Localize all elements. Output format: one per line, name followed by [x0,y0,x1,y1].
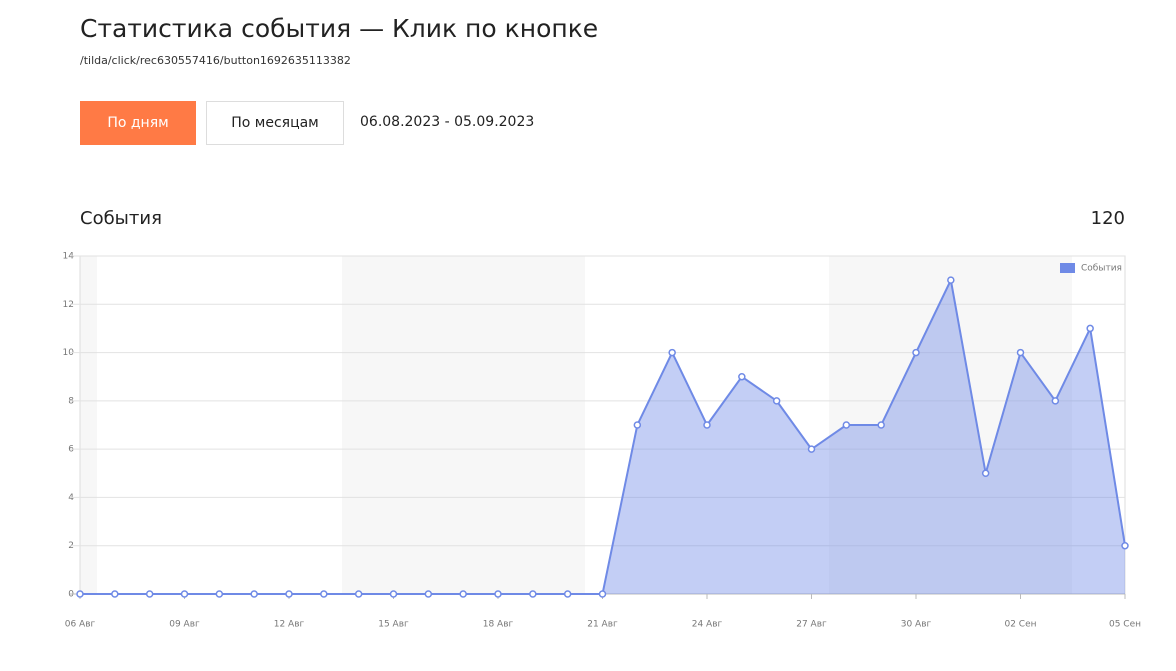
data-point [285,590,293,598]
y-tick-label: 10 [63,348,75,358]
x-tick-label: 02 Сен [1004,620,1036,630]
date-range[interactable]: 06.08.2023 - 05.09.2023 [360,114,535,130]
data-point [842,421,851,429]
data-point [1086,324,1094,333]
x-tick-label: 21 Авг [587,620,618,630]
data-point [424,590,433,598]
data-point [250,590,258,598]
x-tick-label: 12 Авг [274,620,305,630]
data-point [354,590,363,598]
x-tick-label: 05 Сен [1109,620,1141,630]
data-point [459,590,467,598]
data-point [912,348,920,357]
area-fill [80,280,1125,594]
data-point [807,445,816,453]
x-tick-label: 06 Авг [65,620,96,630]
chart-heading: События [80,208,162,229]
event-path: /tilda/click/rec630557416/button16926351… [80,54,351,67]
y-tick-label: 14 [63,252,75,262]
x-tick-label: 30 Авг [901,620,932,630]
by-days-button[interactable]: По дням [80,101,196,145]
data-point [180,590,189,598]
data-point [668,348,676,357]
x-tick-label: 27 Авг [796,620,827,630]
data-point [320,590,328,598]
x-tick-label: 18 Авг [483,620,514,630]
week-band [80,256,97,594]
x-tick-label: 09 Авг [169,620,200,630]
data-point [1016,348,1025,357]
data-point [76,590,84,598]
week-band [342,256,585,594]
data-point [1121,541,1129,550]
legend-swatch [1060,263,1075,273]
by-months-button[interactable]: По месяцам [206,101,344,145]
data-point [738,372,746,381]
data-point [633,421,642,429]
data-point [772,397,781,405]
data-point [215,590,224,598]
data-point [981,469,990,478]
data-point [529,590,537,598]
y-tick-label: 12 [63,300,74,310]
data-point [494,590,502,598]
data-point [877,421,885,429]
data-point [563,590,572,598]
x-tick-label: 24 Авг [692,620,723,630]
data-point [145,590,154,598]
data-point [1051,397,1060,405]
page-title: Статистика события — Клик по кнопке [80,14,599,43]
data-point [389,590,398,598]
data-point [947,276,955,284]
data-point [703,421,711,429]
data-point [111,590,119,598]
legend-label: События [1081,264,1122,274]
data-point [598,590,607,598]
events-total: 120 [1090,208,1125,229]
x-tick-label: 15 Авг [378,620,409,630]
